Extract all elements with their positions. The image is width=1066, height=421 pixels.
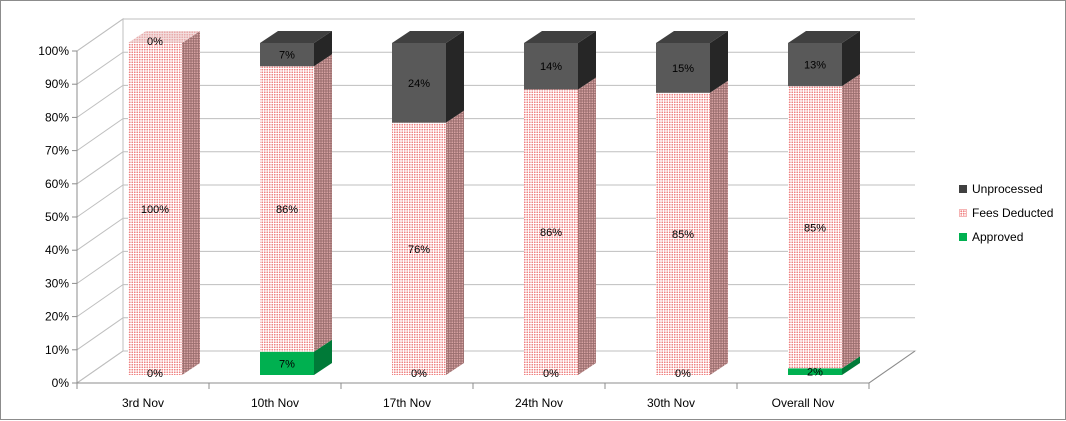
legend-label-unprocessed: Unprocessed [972, 182, 1043, 196]
bar-segment-fees-deducted [260, 66, 314, 352]
bar-stack [524, 31, 596, 375]
bar-top-unprocessed [656, 31, 728, 43]
bar-side-unprocessed [446, 31, 464, 123]
bar-stack [260, 31, 332, 375]
bar-segment-unprocessed [392, 43, 446, 123]
gridline [76, 284, 915, 318]
bar-side-fees-deducted [182, 31, 200, 375]
data-label-approved: 0% [147, 368, 163, 380]
bar-top-fees-deducted [128, 31, 200, 43]
legend-swatch-approved [959, 233, 967, 241]
bar-stack [392, 31, 464, 376]
bar-side-fees-deducted [710, 80, 728, 376]
data-label-unprocessed: 0% [147, 36, 163, 48]
x-tick-label: 24th Nov [515, 396, 563, 410]
gridline [76, 118, 915, 152]
bar-segment-fees-deducted [392, 122, 446, 376]
legend-swatch-unprocessed [959, 185, 967, 193]
data-label-fees-deducted: 100% [141, 204, 169, 216]
y-tick-label: 100% [38, 44, 69, 58]
y-tick-label: 0% [52, 376, 70, 390]
gridline [76, 184, 915, 218]
legend: Unprocessed Fees Deducted Approved [959, 177, 1059, 249]
bar-segment-fees-deducted [788, 86, 842, 369]
legend-label-approved: Approved [972, 230, 1024, 244]
bar-segment-unprocessed [788, 43, 842, 87]
bar-top-unprocessed [788, 31, 860, 43]
x-tick-label: 3rd Nov [122, 396, 164, 410]
data-label-fees-deducted: 86% [276, 204, 298, 216]
data-label-approved: 0% [543, 368, 559, 380]
gridline [76, 51, 915, 85]
bar-side-fees-deducted [578, 77, 596, 375]
y-tick-label: 50% [45, 210, 69, 224]
bar-top-unprocessed [524, 31, 596, 43]
y-tick-label: 80% [45, 110, 69, 124]
bar-segment-fees-deducted [656, 92, 710, 376]
bar-segment-approved [260, 351, 314, 375]
data-label-unprocessed: 15% [672, 63, 694, 75]
x-tick-label: 10th Nov [251, 396, 299, 410]
data-label-approved: 0% [411, 368, 427, 380]
x-tick-label: Overall Nov [772, 396, 835, 410]
bar-side-fees-deducted [314, 54, 332, 352]
y-tick-label: 10% [45, 343, 69, 357]
legend-label-fees-deducted: Fees Deducted [972, 206, 1054, 220]
bar-side-unprocessed [842, 31, 860, 87]
bar-stack [128, 31, 200, 375]
data-label-unprocessed: 14% [540, 61, 562, 73]
floor-edge [868, 350, 916, 384]
y-tick-label: 60% [45, 177, 69, 191]
gridline [76, 84, 915, 118]
bar-side-fees-deducted [842, 74, 860, 369]
bar-segment-unprocessed [260, 43, 314, 67]
gridline [76, 18, 915, 52]
gridline [76, 350, 915, 384]
legend-item-approved: Approved [959, 225, 1059, 249]
data-label-approved: 7% [279, 358, 295, 370]
data-label-approved: 2% [807, 367, 823, 379]
bar-stack [656, 31, 728, 376]
data-label-fees-deducted: 85% [672, 229, 694, 241]
data-label-approved: 0% [675, 368, 691, 380]
y-tick-label: 90% [45, 77, 69, 91]
y-tick-label: 70% [45, 144, 69, 158]
bar-side-approved [314, 339, 332, 375]
bar-segment-unprocessed [524, 43, 578, 90]
legend-item-unprocessed: Unprocessed [959, 177, 1059, 201]
bar-side-fees-deducted [446, 110, 464, 376]
bar-segment-unprocessed [656, 43, 710, 93]
x-tick-label: 17th Nov [383, 396, 431, 410]
bar-side-unprocessed [710, 31, 728, 93]
data-label-unprocessed: 13% [804, 60, 826, 72]
bar-top-unprocessed [392, 31, 464, 43]
gridline [76, 317, 915, 351]
data-label-unprocessed: 7% [279, 50, 295, 62]
y-tick-label: 30% [45, 276, 69, 290]
x-tick-label: 30th Nov [647, 396, 695, 410]
gridline [76, 217, 915, 251]
bar-segment-fees-deducted [524, 89, 578, 375]
gridline [76, 250, 915, 284]
data-label-unprocessed: 24% [408, 78, 430, 90]
bar-side-unprocessed [314, 31, 332, 67]
data-label-fees-deducted: 85% [804, 222, 826, 234]
y-tick-label: 20% [45, 310, 69, 324]
legend-swatch-fees-deducted [959, 209, 967, 217]
bar-segment-fees-deducted [128, 43, 182, 375]
data-label-fees-deducted: 86% [540, 227, 562, 239]
gridline [76, 151, 915, 185]
bar-stack [788, 31, 860, 375]
bar-side-unprocessed [578, 31, 596, 90]
bar-side-approved [842, 356, 860, 375]
y-tick-label: 40% [45, 243, 69, 257]
legend-item-fees-deducted: Fees Deducted [959, 201, 1059, 225]
bar-top-unprocessed [260, 31, 332, 43]
data-label-fees-deducted: 76% [408, 244, 430, 256]
bar-segment-approved [788, 368, 842, 375]
